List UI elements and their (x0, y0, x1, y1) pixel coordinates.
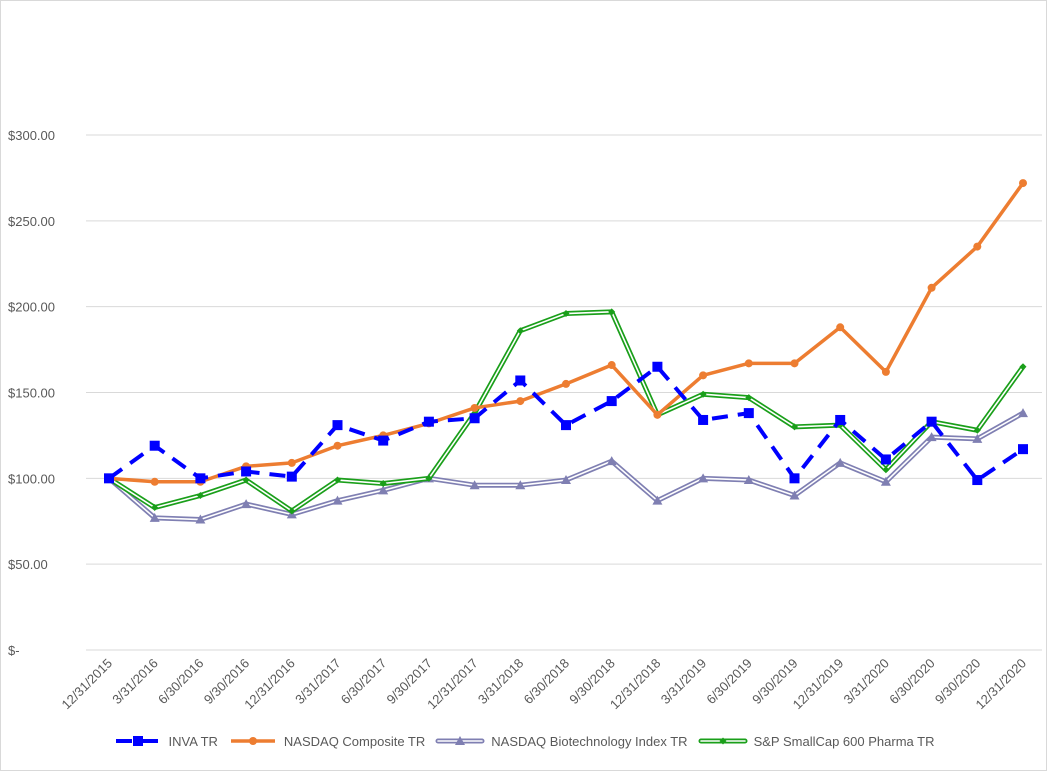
y-tick-label: $250.00 (8, 214, 55, 229)
legend-swatch (435, 733, 485, 749)
y-tick-label: $100.00 (8, 471, 55, 486)
data-point (652, 362, 662, 372)
data-point (151, 478, 159, 486)
data-point (1019, 179, 1027, 187)
data-point (1018, 444, 1028, 454)
x-tick-label: 3/31/2019 (658, 656, 710, 708)
legend: INVA TR NASDAQ Composite TR NASDAQ Biotech… (0, 726, 1047, 756)
x-tick-label: 6/30/2019 (703, 656, 755, 708)
y-tick-label: $50.00 (8, 557, 48, 572)
data-point (699, 371, 707, 379)
series-lines (104, 179, 1028, 523)
x-tick-label: 6/30/2018 (521, 656, 573, 708)
gridlines (86, 135, 1042, 650)
data-point (928, 284, 936, 292)
legend-swatch-marker (133, 736, 143, 746)
x-tick-label: 12/31/2015 (58, 656, 115, 713)
legend-swatch-marker (249, 737, 257, 745)
legend-label: NASDAQ Composite TR (284, 734, 425, 749)
data-point (334, 442, 342, 450)
x-tick-label: 6/30/2016 (155, 656, 207, 708)
data-point (195, 473, 205, 483)
data-point (972, 475, 982, 485)
data-point (882, 368, 890, 376)
data-point (608, 361, 616, 369)
legend-item-s-p-smallcap-600-pharma-tr: S&P SmallCap 600 Pharma TR (698, 733, 935, 749)
data-point (835, 415, 845, 425)
x-tick-label: 3/31/2018 (475, 656, 527, 708)
legend-item-nasdaq-biotechnology-index-tr: NASDAQ Biotechnology Index TR (435, 733, 687, 749)
data-point (333, 420, 343, 430)
data-point (562, 380, 570, 388)
data-point (424, 417, 434, 427)
data-point (241, 466, 251, 476)
data-point (836, 323, 844, 331)
x-tick-label: 3/31/2016 (109, 656, 161, 708)
data-point (287, 472, 297, 482)
y-tick-label: $150.00 (8, 386, 55, 401)
data-point (288, 459, 296, 467)
data-point (515, 375, 525, 385)
data-point (471, 404, 479, 412)
data-point (790, 473, 800, 483)
y-tick-label: $300.00 (8, 128, 55, 143)
series-nasdaq-composite-tr (105, 179, 1027, 486)
data-point (927, 417, 937, 427)
x-tick-label: 6/30/2020 (886, 656, 938, 708)
x-tick-label: 3/31/2020 (841, 656, 893, 708)
legend-label: INVA TR (169, 734, 218, 749)
data-point (561, 420, 571, 430)
legend-swatch (113, 733, 163, 749)
data-point (973, 243, 981, 251)
data-point (653, 411, 661, 419)
y-tick-label: $- (8, 643, 20, 658)
data-point (881, 454, 891, 464)
data-point (150, 441, 160, 451)
data-point (791, 359, 799, 367)
legend-item-nasdaq-composite-tr: NASDAQ Composite TR (228, 733, 425, 749)
data-point (607, 396, 617, 406)
y-axis-tick-labels: $- $50.00 $100.00 $150.00 $200.00 $250.00 $300… (8, 128, 55, 658)
legend-label: NASDAQ Biotechnology Index TR (491, 734, 687, 749)
data-point (698, 415, 708, 425)
legend-swatch (698, 733, 748, 749)
legend-item-inva-tr: INVA TR (113, 733, 218, 749)
legend-label: S&P SmallCap 600 Pharma TR (754, 734, 935, 749)
data-point (745, 359, 753, 367)
y-tick-label: $200.00 (8, 300, 55, 315)
data-point (470, 413, 480, 423)
x-tick-label: 6/30/2017 (338, 656, 390, 708)
data-point (378, 436, 388, 446)
data-point (516, 397, 524, 405)
x-tick-label: 3/31/2017 (292, 656, 344, 708)
series-line (109, 183, 1023, 482)
data-point (104, 473, 114, 483)
x-axis-tick-labels: 12/31/20153/31/20166/30/20169/30/201612/… (58, 656, 1029, 713)
data-point (744, 408, 754, 418)
legend-swatch (228, 733, 278, 749)
